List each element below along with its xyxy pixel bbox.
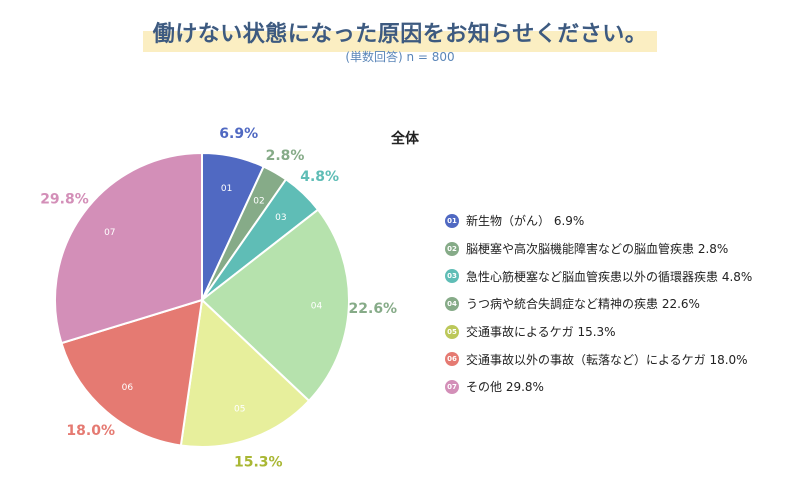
pie-slice-05 bbox=[179, 297, 311, 448]
legend-badge-01: 01 bbox=[445, 213, 459, 228]
legend-badge-02: 02 bbox=[445, 241, 459, 256]
legend-badge-03: 03 bbox=[445, 269, 459, 284]
value-label-05: 15.3% bbox=[234, 454, 283, 470]
pie-slice-04 bbox=[200, 208, 350, 403]
page-title: 働けない状態になった原因をお知らせください。 bbox=[142, 14, 658, 52]
value-label-07: 29.8% bbox=[40, 191, 89, 207]
slice-number-04: 04 bbox=[311, 301, 323, 311]
legend-label-04: うつ病や統合失調症など精神の疾患 22.6% bbox=[466, 297, 700, 312]
chart-subtitle: (単数回答) n = 800 bbox=[345, 50, 455, 64]
slice-number-02: 02 bbox=[253, 197, 264, 207]
slice-number-06: 06 bbox=[122, 383, 134, 393]
legend-label-06: 交通事故以外の事故（転落など）によるケガ 18.0% bbox=[466, 352, 748, 367]
slice-number-07: 07 bbox=[104, 228, 115, 238]
legend-item-01: 01 新生物（がん） 6.9% bbox=[445, 207, 752, 235]
value-label-03: 4.8% bbox=[300, 169, 339, 185]
pie-slice-07 bbox=[54, 151, 203, 345]
legend-badge-07: 07 bbox=[445, 379, 459, 394]
legend-badge-04: 04 bbox=[445, 296, 459, 311]
value-label-01: 6.9% bbox=[219, 126, 258, 142]
legend-label-02: 脳梗塞や高次脳機能障害などの脳血管疾患 2.8% bbox=[466, 242, 729, 257]
value-label-06: 18.0% bbox=[66, 423, 115, 439]
slice-number-05: 05 bbox=[234, 404, 245, 414]
chart-title: 全体 bbox=[390, 130, 420, 147]
legend-label-07: その他 29.8% bbox=[466, 380, 544, 395]
value-label-04: 22.6% bbox=[349, 301, 398, 317]
legend-badge-06: 06 bbox=[445, 352, 459, 367]
legend: 01 新生物（がん） 6.9% 02 脳梗塞や高次脳機能障害などの脳血管疾患 2.8%… bbox=[445, 207, 752, 401]
legend-item-05: 05 交通事故によるケガ 15.3% bbox=[445, 318, 752, 346]
pie-slice-06 bbox=[60, 298, 204, 447]
slice-number-01: 01 bbox=[221, 184, 232, 194]
legend-item-04: 04 うつ病や統合失調症など精神の疾患 22.6% bbox=[445, 290, 752, 318]
legend-item-06: 06 交通事故以外の事故（転落など）によるケガ 18.0% bbox=[445, 345, 752, 373]
title-area: 働けない状態になった原因をお知らせください。 bbox=[0, 14, 800, 52]
legend-label-03: 急性心筋梗塞など脳血管疾患以外の循環器疾患 4.8% bbox=[466, 269, 753, 284]
slice-number-03: 03 bbox=[275, 213, 286, 223]
legend-item-07: 07 その他 29.8% bbox=[445, 373, 752, 401]
legend-badge-05: 05 bbox=[445, 324, 459, 339]
legend-label-05: 交通事故によるケガ 15.3% bbox=[466, 325, 616, 340]
legend-label-01: 新生物（がん） 6.9% bbox=[466, 214, 585, 229]
legend-item-03: 03 急性心筋梗塞など脳血管疾患以外の循環器疾患 4.8% bbox=[445, 262, 752, 290]
value-label-02: 2.8% bbox=[266, 148, 305, 164]
legend-item-02: 02 脳梗塞や高次脳機能障害などの脳血管疾患 2.8% bbox=[445, 235, 752, 263]
